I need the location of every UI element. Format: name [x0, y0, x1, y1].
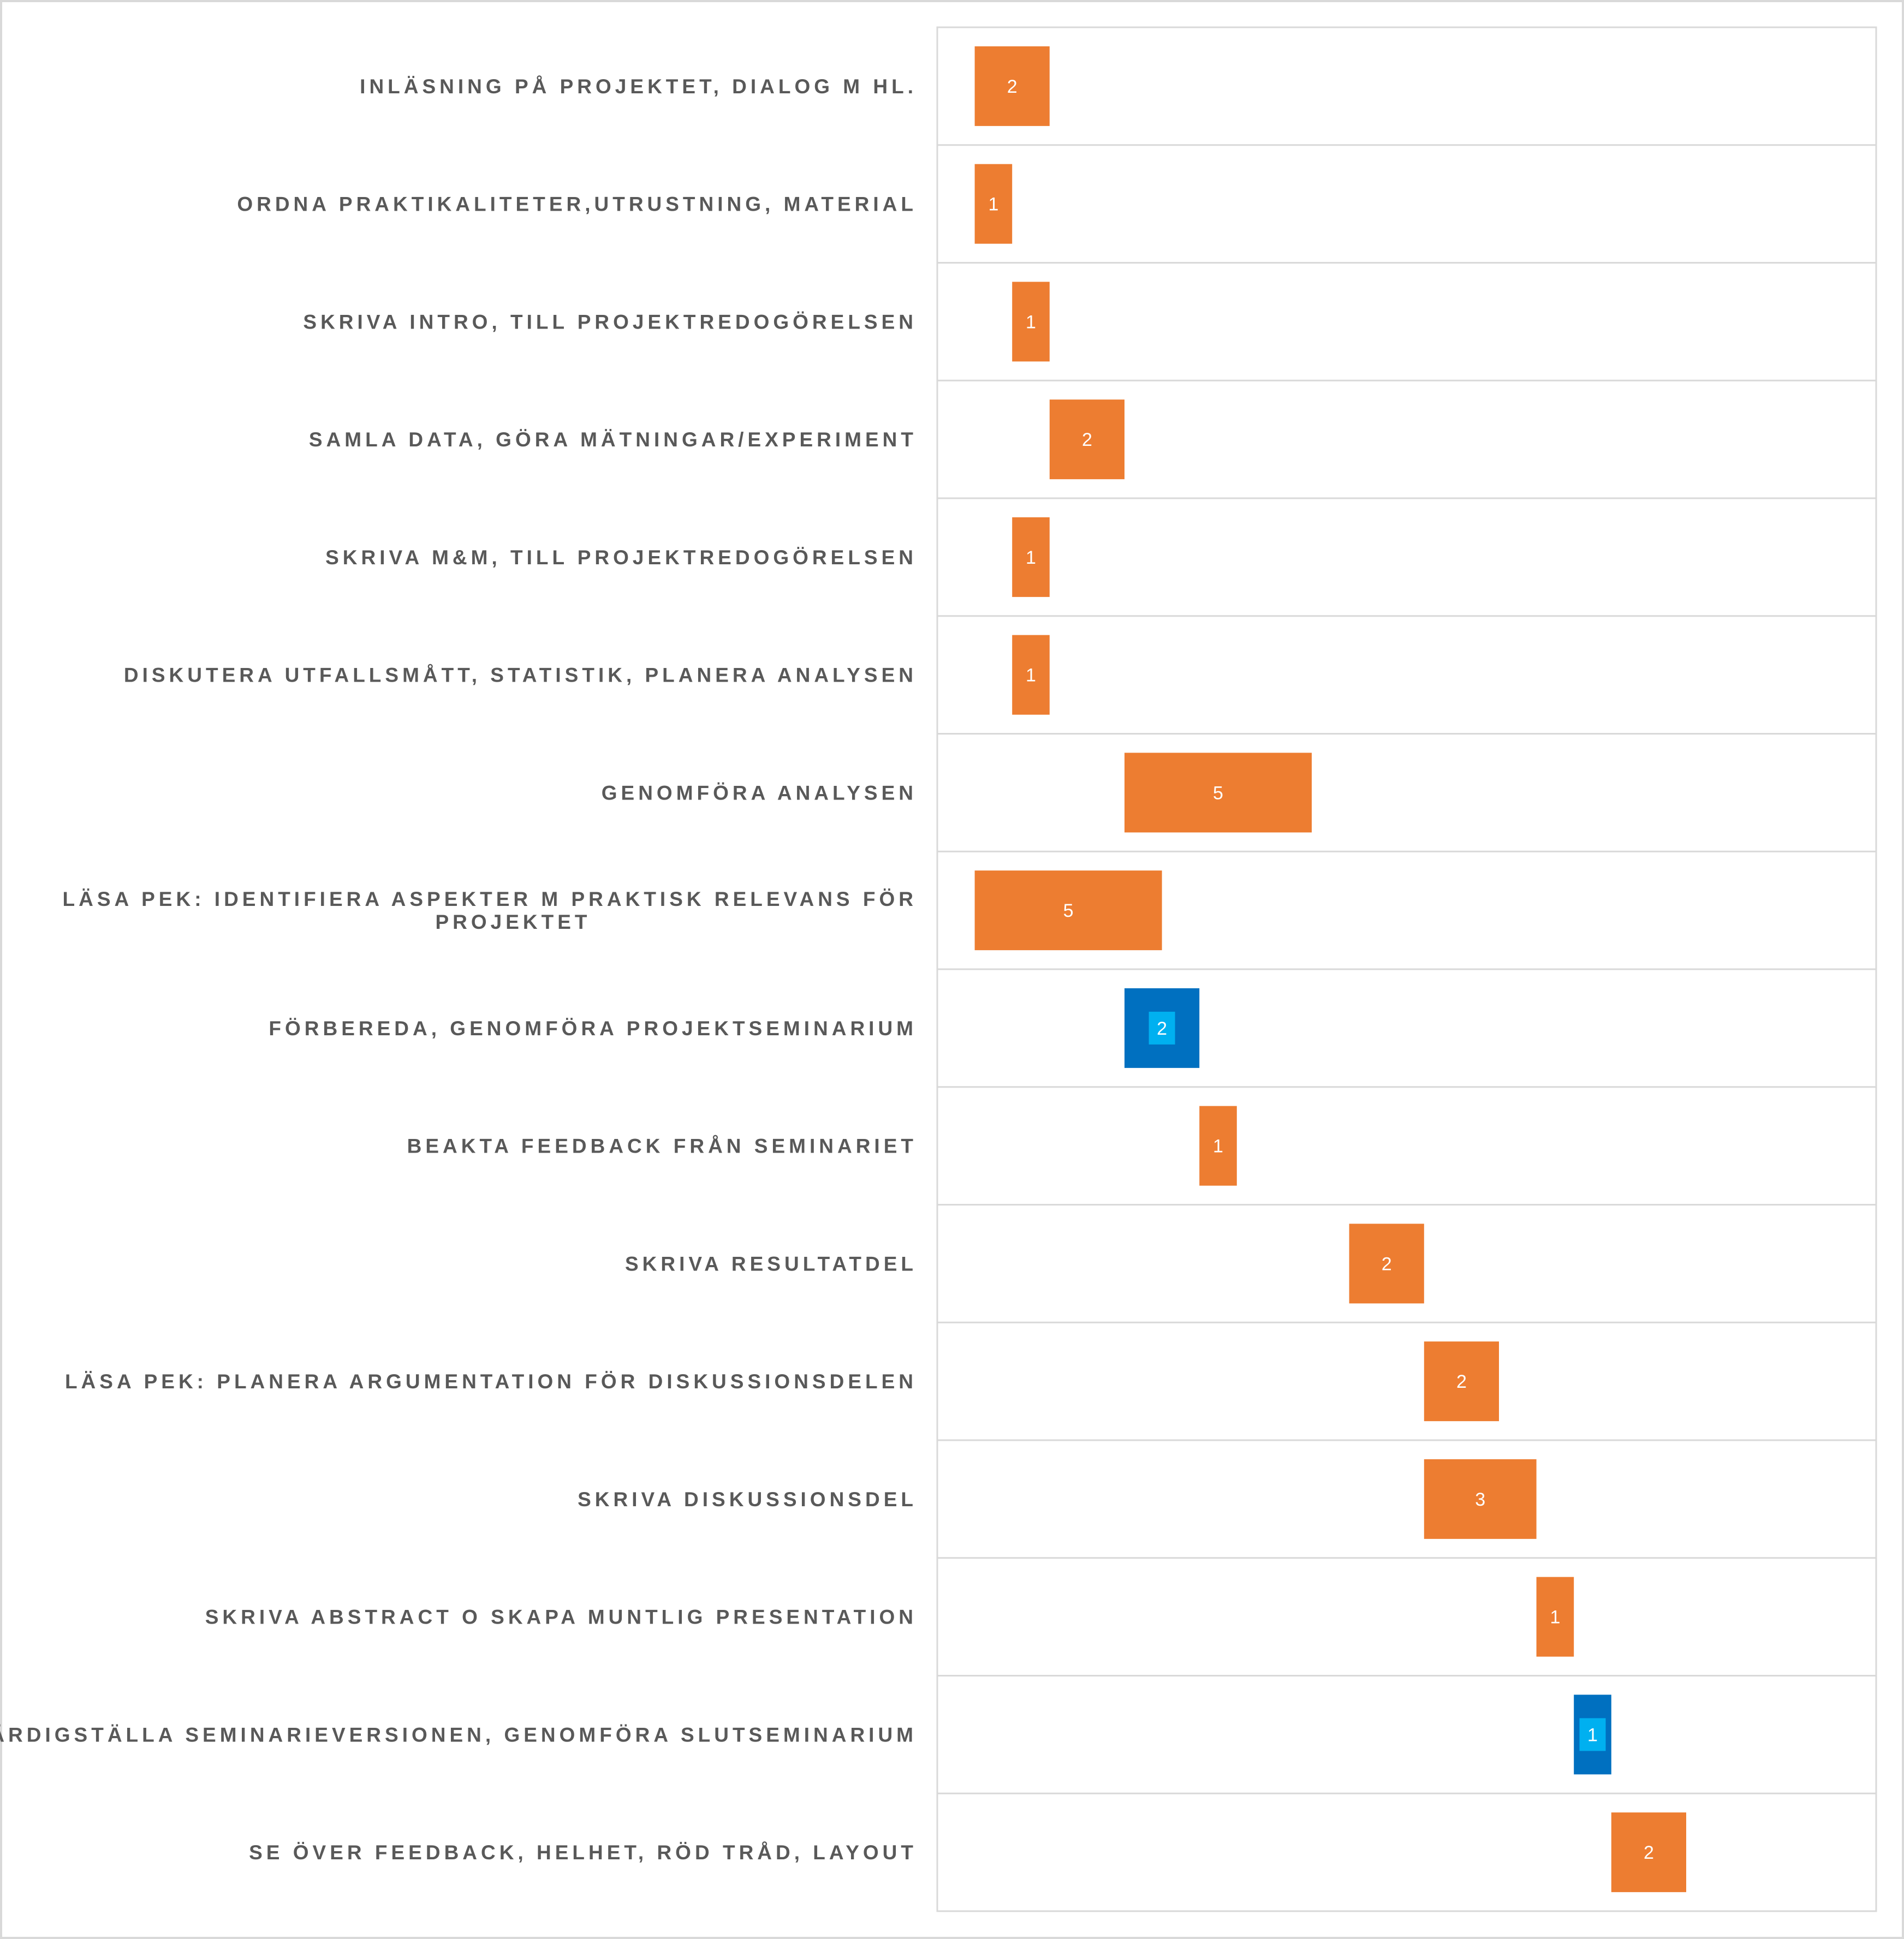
- task-label: SKRIVA RESULTATDEL: [625, 1252, 917, 1275]
- bar-data-label: 2: [1382, 1254, 1392, 1274]
- task-label: FÄRDIGSTÄLLA SEMINARIEVERSIONEN, GENOMFÖ…: [0, 1723, 917, 1746]
- bar-data-label: 2: [1157, 1018, 1167, 1039]
- task-bar: [1536, 1577, 1574, 1657]
- bar-data-label: 2: [1082, 429, 1092, 450]
- task-label: SKRIVA INTRO, TILL PROJEKTREDOGÖRELSEN: [303, 311, 917, 333]
- bar-data-label: 1: [1026, 665, 1036, 686]
- bar-data-label: 2: [1644, 1842, 1654, 1863]
- bar-label-box: [1149, 1011, 1175, 1045]
- task-label: ORDNA PRAKTIKALITETER,UTRUSTNING, MATERI…: [237, 193, 917, 216]
- task-bar: [1349, 1224, 1424, 1304]
- bar-data-label: 1: [1026, 547, 1036, 568]
- task-bar: [974, 46, 1050, 126]
- task-label: DISKUTERA UTFALLSMÅTT, STATISTIK, PLANER…: [124, 664, 917, 687]
- task-label: LÄSA PEK: PLANERA ARGUMENTATION FÖR DISK…: [65, 1370, 917, 1393]
- task-label: SE ÖVER FEEDBACK, HELHET, RÖD TRÅD, LAYO…: [249, 1841, 917, 1864]
- bar-data-label: 1: [1550, 1607, 1560, 1628]
- bar-data-label: 2: [1007, 76, 1018, 97]
- task-label: SKRIVA M&M, TILL PROJEKTREDOGÖRELSEN: [325, 546, 917, 569]
- task-label: SKRIVA ABSTRACT O SKAPA MUNTLIG PRESENTA…: [205, 1606, 917, 1628]
- task-label: GENOMFÖRA ANALYSEN: [602, 781, 917, 804]
- task-label: PROJEKTET: [435, 911, 591, 933]
- bar-data-label: 5: [1063, 900, 1074, 921]
- task-bar: [1424, 1459, 1537, 1539]
- task-label: SAMLA DATA, GÖRA MÄTNINGAR/EXPERIMENT: [309, 428, 917, 451]
- bar-data-label: 1: [1587, 1725, 1598, 1745]
- task-bar: [1199, 1106, 1237, 1186]
- task-bar: [974, 870, 1162, 951]
- bar-label-box: [1579, 1718, 1606, 1751]
- bar-data-label: 1: [988, 194, 998, 215]
- task-label: BEAKTA FEEDBACK FRÅN SEMINARIET: [407, 1135, 917, 1158]
- task-bar: [1124, 753, 1312, 833]
- task-bar: [1012, 517, 1050, 597]
- bar-data-label: 1: [1026, 312, 1036, 332]
- task-label: LÄSA PEK: IDENTIFIERA ASPEKTER M PRAKTIS…: [63, 888, 918, 910]
- task-bar: [1611, 1812, 1686, 1893]
- task-bar: [1012, 282, 1050, 362]
- task-bar: [974, 164, 1013, 244]
- bar-data-label: 1: [1213, 1136, 1223, 1157]
- bar-data-label: 5: [1213, 783, 1223, 803]
- task-bar: [1424, 1341, 1499, 1422]
- task-label: INLÄSNING PÅ PROJEKTET, DIALOG M HL.: [360, 75, 917, 98]
- bar-data-label: 3: [1475, 1489, 1485, 1510]
- task-bar: [1049, 399, 1124, 480]
- task-label: FÖRBEREDA, GENOMFÖRA PROJEKTSEMINARIUM: [269, 1017, 917, 1040]
- task-label: SKRIVA DISKUSSIONSDEL: [578, 1488, 917, 1511]
- task-bar: [1012, 635, 1050, 715]
- bar-data-label: 2: [1456, 1371, 1467, 1392]
